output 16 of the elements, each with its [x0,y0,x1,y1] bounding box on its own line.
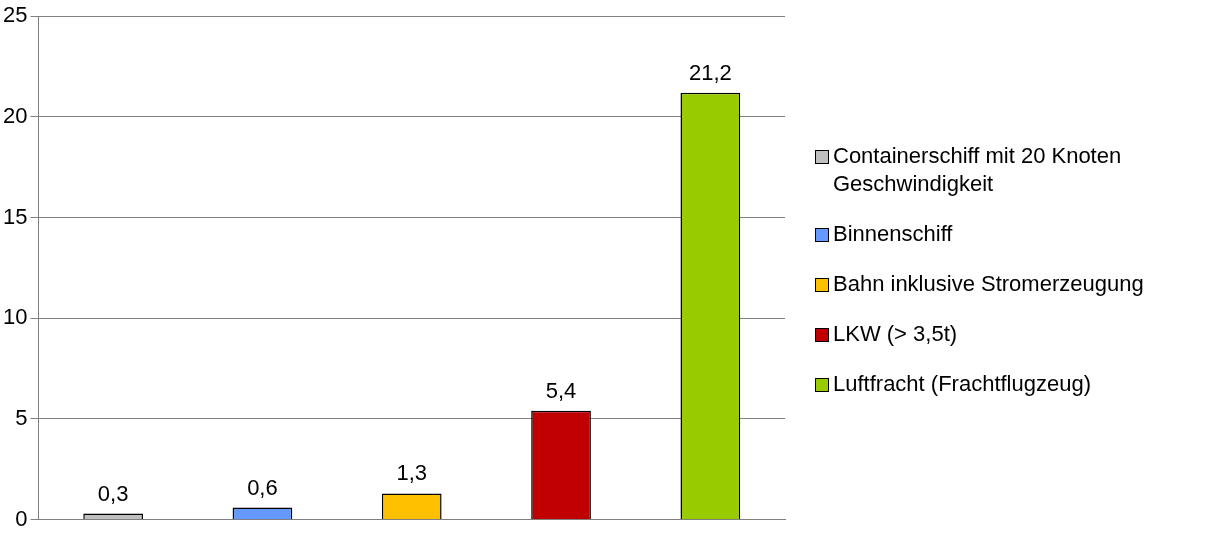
data-label: 0,6 [247,474,278,500]
data-label: 1,3 [396,460,428,486]
legend-label: Binnenschiff [833,220,953,248]
y-tick-label: 0 [15,505,28,531]
y-tick-label: 25 [2,2,28,28]
data-label: 0,3 [97,480,129,506]
data-label: 21,2 [688,59,732,85]
legend-label: Luftfracht (Frachtflugzeug) [833,370,1092,398]
data-label: 5,4 [545,377,577,403]
y-tick-label: 20 [2,102,28,128]
legend-label: Containerschiff mit 20 Knoten Geschwindigkeit [833,142,1123,198]
legend-label: LKW (> 3,5t) [833,320,958,348]
y-tick-label: 5 [15,404,28,430]
y-tick-label: 10 [2,304,28,330]
y-tick-label: 15 [2,203,28,229]
legend-label: Bahn inklusive Stromerzeugung [833,270,1144,298]
